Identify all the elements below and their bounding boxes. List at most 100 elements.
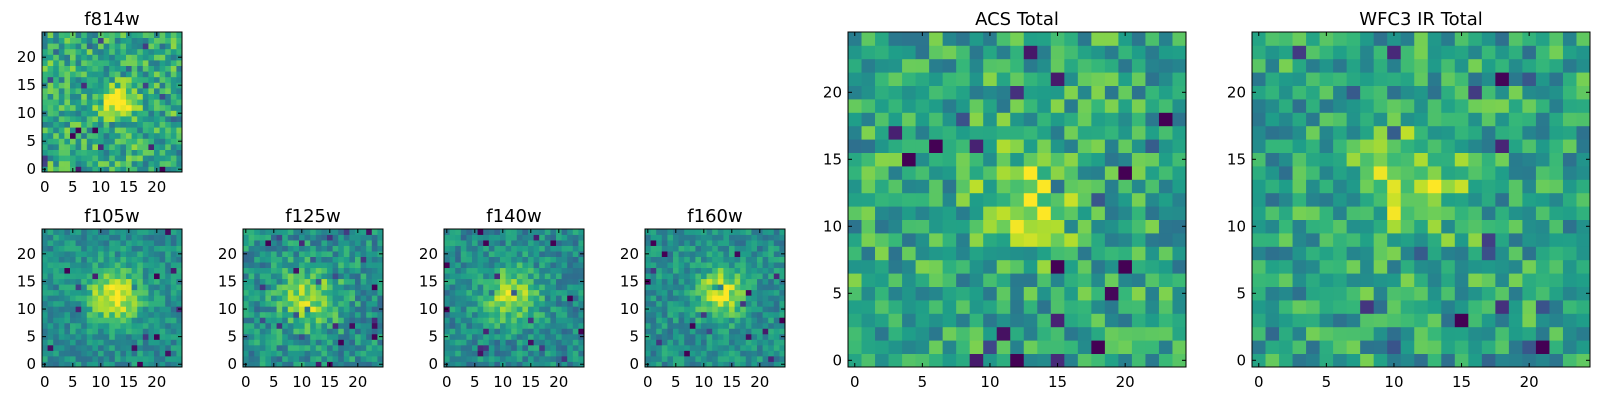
- pixel-cell: [287, 355, 294, 362]
- pixel-cell: [1292, 300, 1307, 314]
- pixel-cell: [282, 289, 289, 296]
- pixel-cell: [572, 234, 579, 241]
- pixel-cell: [494, 234, 501, 241]
- pixel-cell: [983, 206, 998, 220]
- pixel-cell: [53, 328, 60, 335]
- panel-title: f140w: [486, 206, 541, 227]
- pixel-cell: [533, 284, 540, 291]
- pixel-cell: [505, 289, 512, 296]
- pixel-cell: [561, 245, 568, 252]
- pixel-cell: [673, 262, 679, 269]
- pixel-cell: [1091, 273, 1106, 287]
- pixel-cell: [154, 127, 160, 134]
- pixel-cell: [645, 350, 651, 357]
- pixel-cell: [757, 306, 763, 313]
- pixel-cell: [243, 322, 249, 329]
- pixel-cell: [1319, 139, 1334, 153]
- pixel-cell: [114, 229, 121, 235]
- pixel-cell: [661, 361, 668, 368]
- y-tick-label: 0: [629, 355, 639, 373]
- pixel-cell: [86, 278, 93, 285]
- pixel-cell: [53, 155, 60, 162]
- pixel-cell: [929, 99, 944, 113]
- pixel-cell: [81, 234, 88, 241]
- pixel-cell: [142, 355, 149, 362]
- pixel-cell: [773, 344, 780, 351]
- pixel-cell: [1265, 125, 1280, 140]
- pixel-cell: [81, 43, 88, 50]
- pixel-cell: [259, 229, 266, 235]
- pixel-cell: [282, 262, 289, 269]
- pixel-cell: [1454, 72, 1469, 86]
- pixel-cell: [1172, 85, 1187, 100]
- pixel-cell: [888, 112, 903, 127]
- pixel-cell: [58, 99, 65, 106]
- pixel-cell: [1441, 45, 1456, 60]
- pixel-cell: [53, 333, 60, 340]
- pixel-cell: [1050, 179, 1065, 194]
- pixel-cell: [109, 322, 116, 329]
- pixel-cell: [745, 322, 752, 329]
- pixel-cell: [1145, 219, 1160, 234]
- pixel-cell: [276, 245, 283, 252]
- pixel-cell: [1279, 313, 1293, 328]
- pixel-cell: [360, 295, 367, 302]
- pixel-cell: [712, 311, 719, 318]
- pixel-cell: [745, 229, 752, 235]
- pixel-cell: [1441, 112, 1456, 127]
- pixel-cell: [861, 300, 876, 314]
- pixel-cell: [561, 317, 568, 324]
- pixel-cell: [1360, 112, 1375, 127]
- pixel-cell: [650, 328, 657, 335]
- pixel-cell: [86, 322, 93, 329]
- pixel-cell: [86, 311, 93, 318]
- pixel-cell: [1481, 152, 1496, 167]
- pixel-cell: [516, 284, 523, 291]
- pixel-cell: [47, 71, 54, 78]
- pixel-cell: [996, 340, 1011, 354]
- pixel-cell: [304, 300, 311, 307]
- pixel-cell: [1414, 85, 1429, 100]
- pixel-cell: [148, 127, 155, 134]
- pixel-cell: [114, 37, 121, 44]
- pixel-cell: [488, 273, 495, 280]
- pixel-cell: [131, 262, 138, 269]
- pixel-cell: [58, 93, 65, 100]
- pixel-cell: [1522, 300, 1537, 314]
- pixel-cell: [360, 361, 367, 368]
- pixel-cell: [1091, 58, 1106, 73]
- pixel-cell: [377, 317, 384, 324]
- pixel-cell: [667, 229, 674, 235]
- pixel-cell: [550, 306, 557, 313]
- pixel-cell: [1265, 313, 1280, 328]
- pixel-cell: [1454, 85, 1469, 100]
- pixel-cell: [861, 192, 876, 207]
- pixel-cell: [1104, 353, 1119, 368]
- pixel-cell: [661, 355, 668, 362]
- pixel-cell: [511, 300, 518, 307]
- pixel-cell: [528, 273, 534, 280]
- pixel-cell: [254, 234, 261, 241]
- pixel-cell: [92, 82, 99, 89]
- pixel-cell: [706, 355, 713, 362]
- pixel-cell: [137, 300, 144, 307]
- pixel-cell: [1306, 166, 1320, 180]
- pixel-cell: [366, 350, 373, 357]
- pixel-cell: [650, 251, 657, 257]
- pixel-cell: [349, 256, 356, 263]
- pixel-cell: [137, 149, 144, 156]
- pixel-cell: [327, 251, 333, 257]
- pixel-cell: [287, 273, 294, 280]
- pixel-cell: [768, 344, 775, 351]
- pixel-cell: [449, 278, 456, 285]
- pixel-cell: [1319, 353, 1334, 368]
- pixel-cell: [120, 71, 127, 78]
- pixel-cell: [723, 229, 730, 235]
- pixel-cell: [1319, 99, 1334, 113]
- pixel-cell: [64, 60, 71, 66]
- pixel-cell: [572, 284, 579, 291]
- pixel-cell: [338, 245, 345, 252]
- pixel-cell: [1387, 192, 1402, 207]
- pixel-cell: [460, 311, 467, 318]
- pixel-cell: [1050, 125, 1065, 140]
